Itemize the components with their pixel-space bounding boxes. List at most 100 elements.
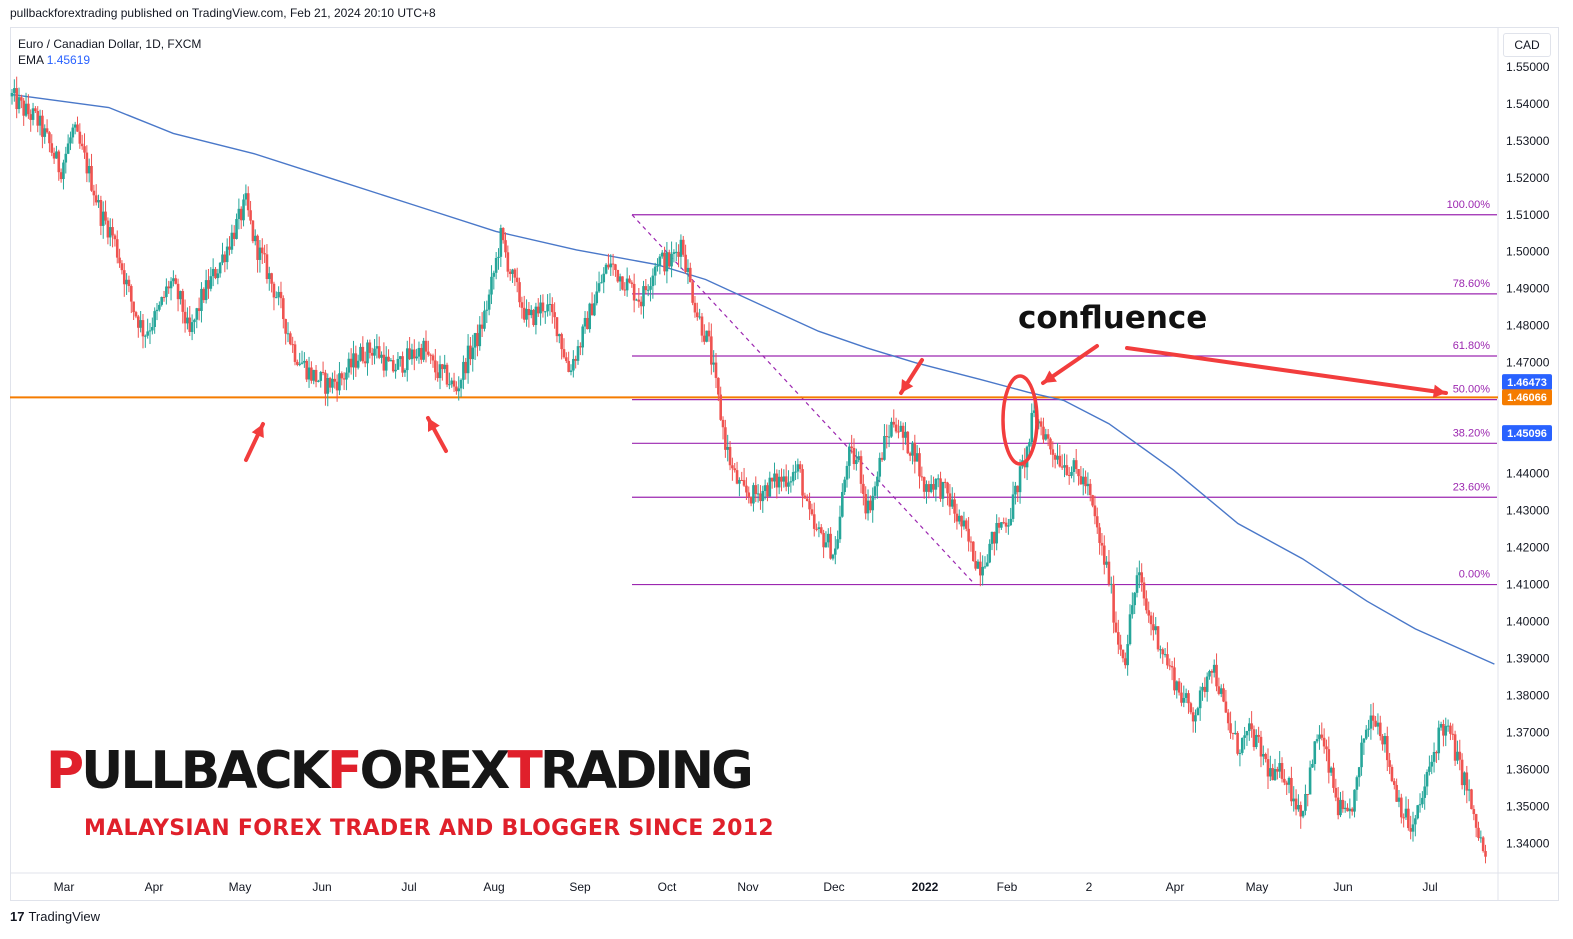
candle-body bbox=[1437, 727, 1441, 754]
candle-body bbox=[536, 306, 540, 314]
candle-body bbox=[1117, 632, 1120, 645]
candle-body bbox=[1287, 777, 1291, 785]
candle-body bbox=[265, 254, 269, 280]
candle-body bbox=[810, 509, 814, 515]
candle-body bbox=[246, 193, 250, 211]
candle-body bbox=[850, 446, 853, 448]
candle-body bbox=[511, 269, 514, 274]
candle-body bbox=[108, 227, 112, 238]
candle-body bbox=[305, 360, 309, 380]
candle-body bbox=[574, 358, 577, 361]
candle-body bbox=[473, 333, 477, 348]
candle-body bbox=[780, 476, 783, 482]
candle-body bbox=[719, 394, 722, 420]
candle-body bbox=[876, 476, 879, 487]
candle-body bbox=[1182, 697, 1186, 703]
candle-body bbox=[1472, 809, 1476, 815]
candle-body bbox=[361, 346, 365, 362]
candle-body bbox=[235, 218, 238, 239]
candle-body bbox=[1357, 767, 1361, 778]
candle-body bbox=[125, 279, 128, 285]
annotation-layer bbox=[244, 344, 1448, 466]
candle-body bbox=[90, 165, 93, 191]
candle-body bbox=[1217, 686, 1221, 694]
tradingview-logo-icon: 17 bbox=[10, 909, 25, 924]
candle-body bbox=[314, 369, 318, 382]
candle-body bbox=[445, 364, 449, 385]
candle-body bbox=[1194, 715, 1197, 722]
candle-body bbox=[431, 355, 435, 361]
candle-body bbox=[534, 306, 538, 326]
candle-body bbox=[207, 280, 210, 289]
candle-body bbox=[798, 464, 802, 470]
candle-body bbox=[401, 356, 404, 373]
candle-body bbox=[375, 346, 379, 349]
candle-body bbox=[1191, 712, 1195, 722]
symbol-title[interactable]: Euro / Canadian Dollar, 1D, FXCM bbox=[18, 37, 202, 51]
candle-body bbox=[677, 251, 680, 257]
candle-body bbox=[1028, 442, 1031, 447]
candle-body bbox=[1257, 734, 1260, 737]
candle-body bbox=[857, 456, 860, 461]
candle-body bbox=[656, 265, 659, 267]
candle-body bbox=[532, 309, 535, 326]
candle-body bbox=[1481, 837, 1485, 852]
candle-body bbox=[1336, 797, 1340, 816]
y-tick-label: 1.50000 bbox=[1506, 245, 1550, 259]
candle-body bbox=[843, 479, 846, 492]
candle-body bbox=[321, 371, 325, 373]
y-tick-label: 1.55000 bbox=[1506, 60, 1550, 74]
candle-body bbox=[1231, 732, 1235, 734]
candle-body bbox=[983, 566, 987, 568]
ema-legend[interactable]: EMA 1.45619 bbox=[18, 52, 201, 68]
candle-body bbox=[41, 115, 44, 137]
candle-body bbox=[971, 541, 975, 562]
candle-body bbox=[829, 533, 832, 559]
y-tick-label: 1.54000 bbox=[1506, 97, 1550, 111]
candle-body bbox=[256, 235, 259, 260]
candle-body bbox=[277, 291, 280, 298]
candle-body bbox=[1430, 761, 1434, 767]
candle-body bbox=[1252, 729, 1256, 748]
candle-body bbox=[586, 317, 589, 330]
candle-body bbox=[279, 291, 283, 299]
candle-body bbox=[548, 304, 552, 306]
candle-body bbox=[1341, 799, 1345, 810]
candle-body bbox=[789, 481, 793, 483]
candle-body bbox=[1339, 799, 1342, 816]
candle-body bbox=[698, 316, 701, 318]
candle-body bbox=[569, 370, 573, 372]
candle-body bbox=[310, 367, 313, 381]
currency-button[interactable]: CAD bbox=[1503, 33, 1551, 57]
candle-body bbox=[291, 344, 294, 346]
candle-body bbox=[31, 108, 35, 120]
price-label-box bbox=[1502, 389, 1552, 406]
candle-body bbox=[1014, 485, 1017, 495]
candle-body bbox=[1390, 766, 1394, 782]
candle-body bbox=[249, 210, 252, 221]
candle-body bbox=[1147, 610, 1151, 616]
candle-body bbox=[576, 346, 580, 361]
candle-body bbox=[946, 482, 949, 494]
candle-body bbox=[1250, 723, 1253, 730]
candle-body bbox=[422, 340, 425, 360]
candle-body bbox=[71, 127, 75, 138]
candle-body bbox=[555, 317, 559, 337]
candle-body bbox=[1449, 725, 1452, 734]
candle-body bbox=[1138, 572, 1141, 576]
candle-body bbox=[508, 271, 512, 274]
candle-body bbox=[448, 384, 451, 386]
candle-body bbox=[29, 114, 33, 120]
tradingview-footer[interactable]: 17 TradingView bbox=[10, 909, 100, 924]
candle-body bbox=[1154, 626, 1158, 631]
candle-body bbox=[1421, 797, 1424, 805]
candle-body bbox=[438, 364, 442, 379]
candle-body bbox=[1156, 626, 1160, 650]
candle-body bbox=[324, 372, 327, 394]
candle-body bbox=[1304, 793, 1307, 811]
candle-body bbox=[195, 308, 199, 320]
chart-frame[interactable] bbox=[10, 27, 1559, 901]
candle-body bbox=[296, 361, 299, 365]
candle-body bbox=[525, 308, 528, 320]
